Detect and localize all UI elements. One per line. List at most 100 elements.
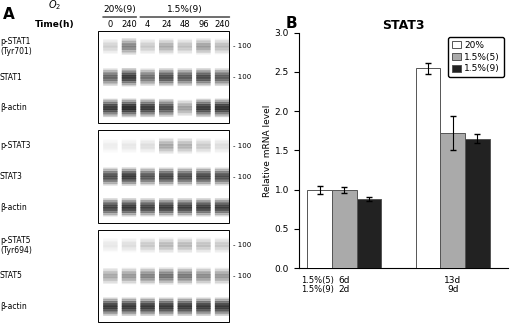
FancyBboxPatch shape	[103, 39, 117, 41]
FancyBboxPatch shape	[122, 68, 136, 70]
FancyBboxPatch shape	[103, 52, 117, 54]
Text: p-STAT5
(Tyr694): p-STAT5 (Tyr694)	[0, 236, 32, 255]
FancyBboxPatch shape	[103, 78, 117, 81]
FancyBboxPatch shape	[196, 250, 211, 251]
FancyBboxPatch shape	[103, 104, 117, 107]
FancyBboxPatch shape	[178, 112, 192, 114]
FancyBboxPatch shape	[140, 102, 155, 105]
FancyBboxPatch shape	[122, 312, 136, 314]
FancyBboxPatch shape	[159, 146, 173, 148]
FancyBboxPatch shape	[215, 207, 230, 209]
FancyBboxPatch shape	[140, 78, 155, 81]
FancyBboxPatch shape	[103, 68, 117, 71]
FancyBboxPatch shape	[122, 173, 136, 175]
FancyBboxPatch shape	[178, 108, 192, 110]
FancyBboxPatch shape	[215, 282, 230, 284]
FancyBboxPatch shape	[159, 144, 173, 146]
FancyBboxPatch shape	[103, 178, 117, 181]
FancyBboxPatch shape	[122, 43, 136, 45]
FancyBboxPatch shape	[140, 45, 155, 47]
FancyBboxPatch shape	[103, 144, 117, 146]
FancyBboxPatch shape	[215, 301, 230, 303]
FancyBboxPatch shape	[196, 276, 211, 278]
FancyBboxPatch shape	[140, 239, 155, 241]
FancyBboxPatch shape	[103, 49, 117, 51]
FancyBboxPatch shape	[103, 305, 117, 307]
FancyBboxPatch shape	[103, 245, 117, 247]
FancyBboxPatch shape	[140, 180, 155, 182]
FancyBboxPatch shape	[196, 144, 211, 146]
FancyBboxPatch shape	[103, 175, 117, 177]
FancyBboxPatch shape	[122, 109, 136, 112]
FancyBboxPatch shape	[103, 271, 117, 273]
FancyBboxPatch shape	[159, 198, 173, 201]
FancyBboxPatch shape	[140, 248, 155, 250]
FancyBboxPatch shape	[196, 305, 211, 307]
FancyBboxPatch shape	[215, 299, 230, 302]
FancyBboxPatch shape	[196, 111, 211, 113]
Bar	[357, 199, 381, 268]
Text: - 100: - 100	[233, 43, 251, 49]
FancyBboxPatch shape	[159, 267, 173, 270]
FancyBboxPatch shape	[178, 250, 192, 251]
FancyBboxPatch shape	[140, 173, 155, 175]
FancyBboxPatch shape	[215, 209, 230, 211]
FancyBboxPatch shape	[159, 305, 173, 307]
FancyBboxPatch shape	[178, 305, 192, 307]
FancyBboxPatch shape	[140, 269, 155, 271]
FancyBboxPatch shape	[159, 42, 173, 44]
FancyBboxPatch shape	[103, 142, 117, 144]
FancyBboxPatch shape	[122, 245, 136, 247]
FancyBboxPatch shape	[178, 299, 192, 302]
FancyBboxPatch shape	[178, 111, 192, 113]
FancyBboxPatch shape	[122, 308, 136, 311]
Bar	[416, 68, 441, 268]
FancyBboxPatch shape	[215, 52, 230, 54]
FancyBboxPatch shape	[122, 151, 136, 153]
FancyBboxPatch shape	[103, 148, 117, 150]
FancyBboxPatch shape	[122, 104, 136, 107]
FancyBboxPatch shape	[159, 250, 173, 251]
FancyBboxPatch shape	[215, 246, 230, 249]
FancyBboxPatch shape	[140, 52, 155, 54]
FancyBboxPatch shape	[103, 100, 117, 103]
Bar	[332, 190, 357, 268]
FancyBboxPatch shape	[103, 273, 117, 275]
FancyBboxPatch shape	[140, 108, 155, 110]
FancyBboxPatch shape	[215, 239, 230, 241]
FancyBboxPatch shape	[178, 52, 192, 54]
FancyBboxPatch shape	[122, 40, 136, 42]
FancyBboxPatch shape	[178, 43, 192, 45]
FancyBboxPatch shape	[215, 72, 230, 74]
FancyBboxPatch shape	[103, 108, 117, 110]
FancyBboxPatch shape	[196, 239, 211, 241]
FancyBboxPatch shape	[178, 239, 192, 241]
FancyBboxPatch shape	[196, 306, 211, 309]
FancyBboxPatch shape	[178, 49, 192, 51]
FancyBboxPatch shape	[215, 151, 230, 153]
FancyBboxPatch shape	[178, 298, 192, 300]
FancyBboxPatch shape	[196, 180, 211, 182]
FancyBboxPatch shape	[140, 42, 155, 44]
FancyBboxPatch shape	[140, 175, 155, 177]
FancyBboxPatch shape	[178, 200, 192, 202]
FancyBboxPatch shape	[159, 203, 173, 206]
FancyBboxPatch shape	[178, 267, 192, 270]
FancyBboxPatch shape	[122, 113, 136, 115]
FancyBboxPatch shape	[178, 103, 192, 105]
Text: p-STAT1
(Tyr701): p-STAT1 (Tyr701)	[0, 37, 32, 56]
FancyBboxPatch shape	[103, 115, 117, 117]
FancyBboxPatch shape	[140, 43, 155, 45]
FancyBboxPatch shape	[159, 78, 173, 81]
FancyBboxPatch shape	[215, 113, 230, 115]
FancyBboxPatch shape	[122, 280, 136, 283]
Bar	[441, 133, 465, 268]
Text: 6d: 6d	[339, 276, 350, 285]
FancyBboxPatch shape	[215, 175, 230, 177]
FancyBboxPatch shape	[159, 271, 173, 273]
FancyBboxPatch shape	[103, 274, 117, 276]
FancyBboxPatch shape	[122, 303, 136, 305]
FancyBboxPatch shape	[103, 299, 117, 302]
FancyBboxPatch shape	[178, 279, 192, 281]
FancyBboxPatch shape	[159, 247, 173, 249]
